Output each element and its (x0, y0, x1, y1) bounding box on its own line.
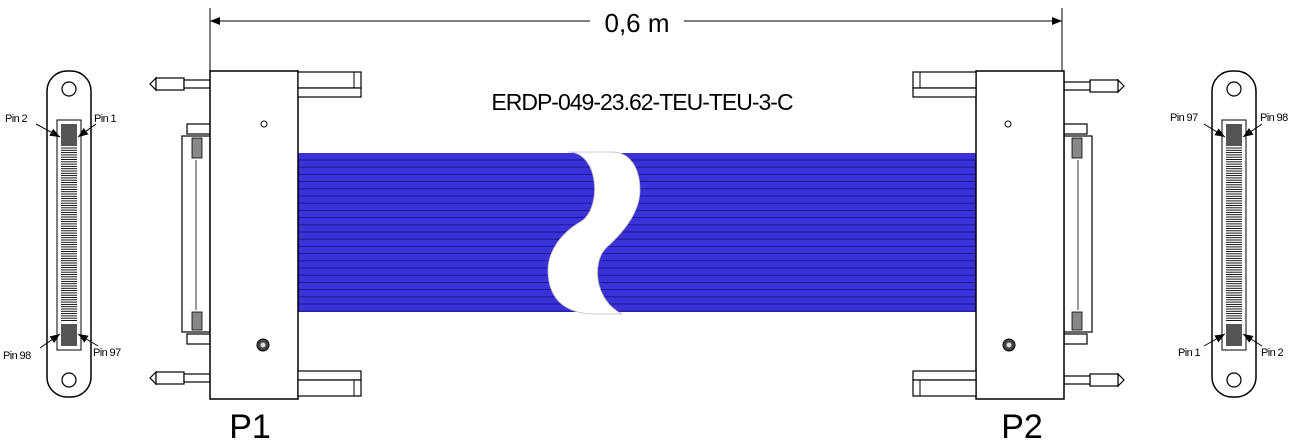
screw-center-p2 (1006, 342, 1012, 348)
ribbon-cable (298, 151, 976, 315)
p2-pin-block-top (1226, 124, 1242, 146)
alignment-hole-p1 (260, 120, 268, 128)
mating-face-p1 (181, 123, 211, 345)
connector-body-p1 (209, 70, 299, 400)
length-label: 0,6 m (604, 8, 669, 38)
strain-relief-bottom-p1 (297, 370, 362, 397)
connector-label-p1: P1 (229, 408, 271, 446)
p1-face-view: Pin 2 Pin 1 Pin 98 Pin 97 (3, 70, 122, 398)
connector-label-p2: P2 (1001, 408, 1043, 446)
alignment-hole-p2 (1004, 120, 1012, 128)
p1-arrow-top-right (77, 123, 97, 138)
p2-mount-hole-top (1226, 81, 1242, 97)
jackscrew-top-right (1063, 78, 1125, 94)
jackscrew-bottom-left (149, 370, 211, 386)
p2-pin-block-bottom (1226, 324, 1242, 346)
p2-pin-label-bottom-left: Pin 1 (1178, 347, 1201, 359)
p2-mount-hole-bottom (1226, 372, 1242, 388)
p2-pin-label-bottom-right: Pin 2 (1261, 347, 1284, 359)
jackscrew-bottom-right (1063, 372, 1125, 388)
connector-p2: P2 (912, 70, 1125, 446)
jackscrew-top-left (149, 76, 211, 92)
p1-mount-hole-top (61, 81, 77, 97)
p1-pin-rows (61, 147, 77, 321)
p2-arrow-top-left (1203, 123, 1226, 138)
p1-mount-hole-bottom (61, 372, 77, 388)
screw-center-p1 (260, 342, 266, 348)
connector-body-p2 (975, 70, 1065, 400)
p2-face-view: Pin 97 Pin 98 Pin 1 Pin 2 (1170, 70, 1289, 398)
p2-arrow-top-right (1242, 123, 1263, 138)
p1-arrow-bottom-left (39, 333, 61, 349)
strain-relief-top-p1 (297, 71, 362, 98)
mating-face-p2 (1063, 123, 1093, 345)
connector-p1: P1 (149, 70, 362, 446)
strain-relief-top-p2 (912, 71, 977, 98)
p1-pin-label-bottom-right: Pin 97 (93, 347, 121, 359)
p1-pin-block-bottom (61, 324, 77, 346)
strain-relief-bottom-p2 (912, 370, 977, 397)
p1-pin-label-top-left: Pin 2 (5, 113, 28, 125)
p2-arrow-bottom-left (1203, 333, 1226, 347)
cable-break (547, 151, 641, 315)
p1-pin-label-bottom-left: Pin 98 (3, 350, 31, 362)
p1-pin-label-top-right: Pin 1 (94, 113, 117, 125)
p2-pin-label-top-right: Pin 98 (1260, 112, 1288, 124)
length-dimension: 0,6 m (209, 8, 1063, 90)
p2-pin-label-top-left: Pin 97 (1170, 112, 1198, 124)
p1-pin-block-top (61, 124, 77, 146)
p2-arrow-bottom-right (1242, 333, 1263, 347)
part-number: ERDP-049-23.62-TEU-TEU-3-C (491, 89, 793, 115)
p2-pin-rows (1226, 147, 1242, 321)
p1-arrow-bottom-right (77, 333, 99, 347)
p1-arrow-top-left (35, 123, 61, 138)
